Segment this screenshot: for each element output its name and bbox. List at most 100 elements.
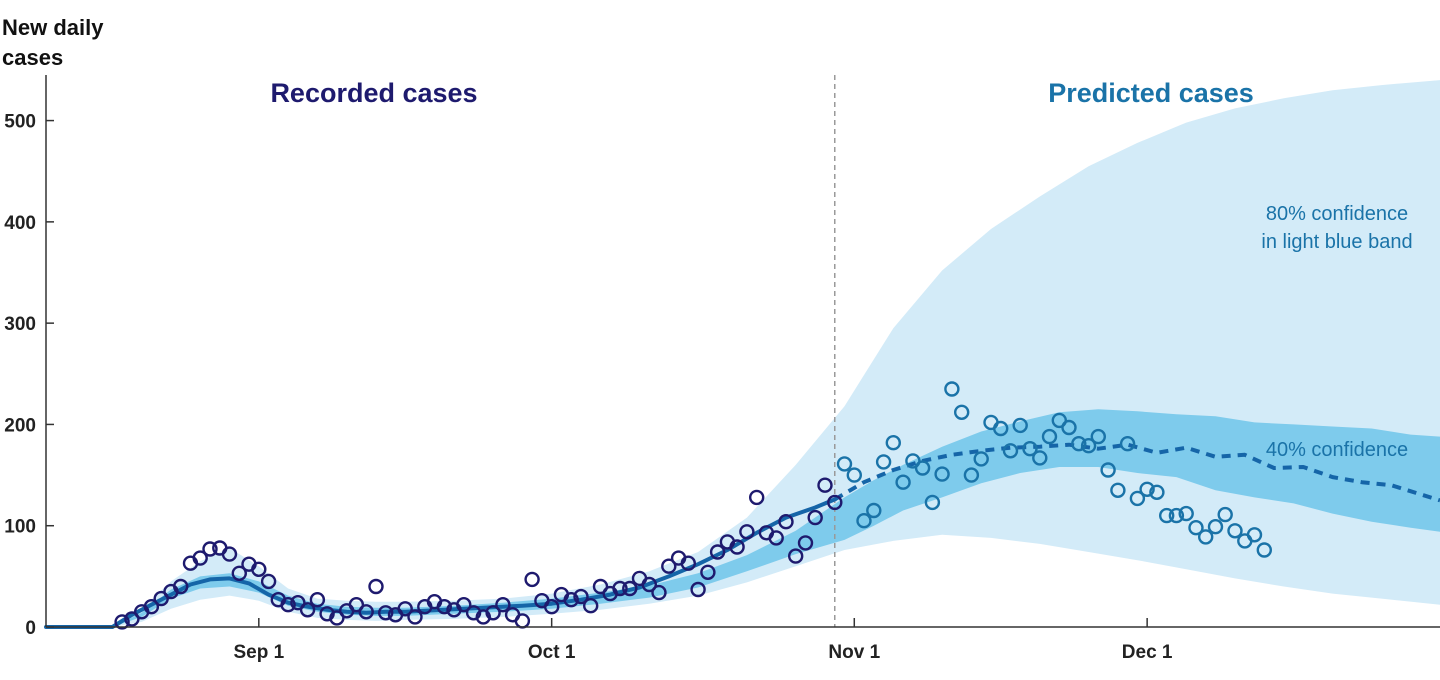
recorded-case-point [563,592,579,608]
predicted-case-point [1071,436,1087,452]
x-tick-label: Oct 1 [528,642,576,663]
recorded-case-point [260,573,277,590]
predicted-case-point [1090,428,1107,445]
case-markers [114,381,1273,630]
recorded-case-point [700,564,716,580]
predicted-case-point [1032,450,1048,466]
recorded-case-point [319,606,335,622]
recorded-case-point [456,597,472,613]
recorded-case-point [544,599,560,615]
recorded-case-point [749,489,765,506]
predicted-case-point [1119,436,1136,452]
predicted-case-point [1012,417,1028,434]
recorded-case-point [709,544,726,560]
y-ticks: 0 100 200 300 400 500 [4,112,54,639]
predicted-case-point [1158,507,1175,524]
recorded-case-point [348,597,365,613]
recorded-case-point [124,611,140,627]
predicted-case-point [963,467,980,483]
predicted-case-point [1256,542,1273,558]
y-axis-label-line-2: cases [2,45,63,70]
predicted-case-point [875,454,892,470]
predicted-case-point [1178,505,1194,522]
recorded-case-point [378,605,394,621]
recorded-case-point [231,565,248,581]
recorded-case-point [680,555,696,571]
recorded-case-point [202,541,218,557]
predicted-case-point [944,381,960,397]
recorded-case-point [143,599,160,615]
recorded-case-point [827,494,843,511]
recorded-case-point [397,601,413,617]
recorded-case-point [172,578,189,595]
band-80-layer [112,80,1440,628]
predicted-case-point [1051,412,1068,429]
recorded-case-point [280,597,296,613]
predicted-case-point [1041,428,1058,445]
recorded-case-point [612,580,628,597]
x-ticks: Sep 1 Oct 1 Nov 1 Dec 1 [233,618,1173,663]
recorded-case-point [807,509,823,526]
recorded-case-point [368,578,384,595]
recorded-case-point [485,605,501,621]
y-tick-label: 300 [4,314,36,335]
recorded-case-point [290,595,306,611]
recorded-case-point [436,599,452,615]
recorded-case-point [583,598,599,614]
band-40-annotation: 40% confidence [1266,439,1408,461]
predicted-case-point [1227,523,1243,539]
predicted-case-point [924,494,941,511]
predicted-case-point [885,435,901,451]
band-80-percent [112,80,1440,628]
predicted-case-point [1129,490,1146,507]
x-tick-label: Nov 1 [828,642,880,663]
recorded-case-point [729,539,745,555]
y-tick-label: 400 [4,213,36,234]
predicted-case-point [1197,529,1214,545]
recorded-case-point [797,535,814,551]
predicted-case-point [914,460,931,476]
band-80-annotation-line-1: 80% confidence [1266,203,1408,225]
predicted-case-point [1061,419,1077,436]
recorded-case-point [514,613,531,629]
recorded-case-point [407,609,423,625]
y-tick-label: 100 [4,517,36,538]
recorded-cases-label: Recorded cases [270,78,477,108]
predicted-case-point [1110,482,1126,498]
recorded-case-point [661,558,677,574]
recorded-case-point [622,580,638,597]
recorded-case-point [475,609,491,625]
band-80-annotation-line-2: in light blue band [1261,231,1412,253]
recorded-case-point [768,530,784,546]
predicted-case-point [973,451,989,467]
predicted-case-point [1022,441,1038,457]
predicted-case-point [1100,462,1116,478]
x-tick-label: Sep 1 [233,642,284,663]
y-tick-label: 200 [4,415,36,436]
predicted-case-point [993,420,1009,437]
recorded-case-point [778,514,794,530]
predicted-case-point [905,453,921,469]
predicted-case-point [1246,527,1263,543]
predicted-cases-label: Predicted cases [1048,78,1254,108]
predicted-case-point [1207,519,1224,535]
recorded-case-point [641,576,657,593]
recorded-case-point [739,524,755,540]
recorded-case-point [817,477,833,493]
predicted-case-point [856,513,872,529]
axes [45,75,1440,628]
y-tick-label: 0 [25,618,36,639]
recorded-case-point [651,584,667,601]
recorded-case-point [153,590,169,607]
recorded-case-point [573,588,589,605]
predicted-case-point [1139,481,1155,497]
recorded-case-point [192,550,208,566]
recorded-case-point [524,571,540,588]
predicted-case-point [1217,506,1233,523]
y-tick-label: 500 [4,112,36,133]
predicted-case-point [1002,443,1019,459]
recorded-case-point [329,610,345,626]
recorded-case-point [788,548,804,564]
predicted-case-point [866,502,882,519]
